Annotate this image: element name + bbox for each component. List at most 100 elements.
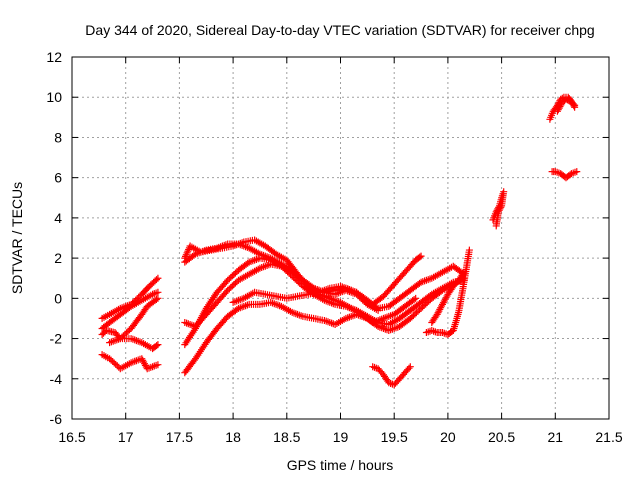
data-point [374,365,386,377]
data-point [380,371,392,385]
data-point [412,253,424,264]
series-track-10 [181,274,468,377]
data-point [428,327,439,336]
data-point [337,282,353,294]
data-point [385,315,402,328]
y-tick-label: 4 [54,210,62,226]
data-point [492,222,500,230]
data-point [299,276,316,291]
data-point [154,361,162,369]
data-point [127,335,144,346]
x-tick-label: 21 [548,429,564,445]
y-tick-label: -2 [50,331,63,347]
data-point [251,236,267,249]
data-point [213,288,230,306]
data-point [181,326,198,349]
data-point [571,101,579,109]
data-point [553,101,565,115]
data-point [331,315,348,328]
data-point [560,93,570,101]
series-track-11 [229,252,425,308]
data-point [272,250,289,263]
data-point [444,284,456,298]
data-point [192,340,209,363]
data-point [288,268,305,283]
data-point [347,286,364,299]
data-point [331,300,348,310]
data-point [261,290,278,300]
data-point [374,306,382,314]
data-point [283,293,299,302]
data-point [224,268,241,284]
y-tick-label: -6 [50,411,63,427]
data-point [396,370,408,383]
data-point [202,326,220,347]
data-point [546,109,556,123]
data-point [181,251,198,266]
data-point [181,244,193,262]
x-tick-label: 18 [225,429,241,445]
data-point [240,289,257,302]
data-point [288,272,305,289]
data-point [267,256,284,269]
data-point [433,302,446,318]
data-point [261,242,278,257]
data-point [385,323,402,334]
data-point [380,311,396,322]
data-point [213,278,230,296]
data-point [495,202,506,214]
data-point [406,300,423,314]
x-tick-label: 21.5 [595,429,622,445]
data-point [299,312,315,322]
data-point [433,329,445,336]
data-point [272,292,289,302]
data-point [460,268,468,276]
data-point [143,361,160,373]
data-point [449,278,461,290]
data-point [428,287,445,302]
data-point [342,302,359,314]
x-tick-label: 19.5 [381,429,408,445]
x-tick-labels: 16.5 17 17.5 18 18.5 19 19.5 20 20.5 21 21.5 [58,429,622,445]
data-point [320,296,337,308]
data-point [380,282,397,300]
data-point [154,288,162,296]
data-point [277,302,294,315]
data-point [557,94,566,103]
data-point [138,284,152,298]
data-point [143,296,160,310]
data-point [369,363,380,372]
data-point [390,270,408,288]
data-point [558,97,569,107]
data-point [192,306,209,332]
data-point [138,304,150,318]
data-point [406,363,414,371]
data-point [363,314,381,329]
data-point [320,317,337,328]
data-point [455,280,468,316]
data-point [444,328,456,338]
data-point [106,312,123,326]
data-point [566,97,577,108]
data-point [439,292,451,308]
data-point [181,319,198,330]
data-point [224,278,241,294]
data-point [417,252,425,260]
data-point [567,168,579,178]
data-point [127,312,145,332]
data-point [267,298,284,310]
grid [72,57,609,419]
data-point [145,276,160,290]
data-point [235,240,251,251]
data-point [412,294,420,302]
data-point [106,305,122,318]
y-tick-label: 8 [54,129,62,145]
data-point [213,314,230,332]
axis-ticks [71,56,610,420]
data-point [256,261,273,272]
data-point [116,326,133,343]
series-track-14 [428,268,468,326]
data-point [396,316,413,330]
data-point [396,308,413,322]
data-point [385,296,402,310]
